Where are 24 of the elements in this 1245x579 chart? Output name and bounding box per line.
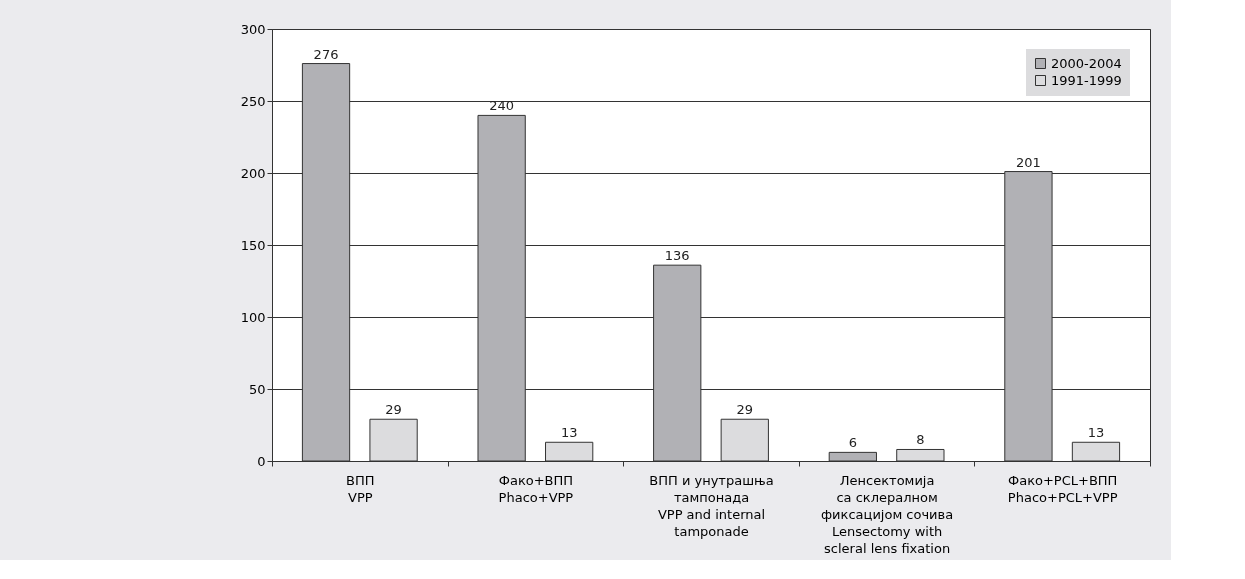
x-tick-label: ВПП и унутрашња тампонада VPP and internal tamponade (649, 472, 774, 539)
y-tick-label: 250 (240, 93, 266, 109)
y-tick-label: 100 (240, 309, 266, 325)
data-label: 6 (848, 435, 857, 451)
legend-label: 2000-2004 (1051, 55, 1122, 71)
y-tick-label: 0 (257, 453, 266, 469)
data-label: 13 (1087, 425, 1105, 441)
legend-label: 1991-1999 (1051, 72, 1122, 88)
data-label: 29 (385, 402, 402, 418)
data-label: 136 (664, 248, 690, 264)
data-label: 8 (916, 432, 925, 448)
y-tick-label: 300 (240, 21, 266, 37)
data-label: 13 (560, 425, 578, 441)
x-tick-label: ВПП VPP (346, 472, 375, 505)
data-label: 29 (736, 402, 754, 418)
x-tick-label: Ленсектомија са склералном фиксацијом сочива Lensectomy with scleral lens fixation (821, 472, 954, 556)
x-tick-label: Фако+PCL+ВПП Phaco+PCL+VPP (1007, 472, 1118, 505)
y-tick-label: 50 (248, 381, 266, 397)
data-label: 201 (1016, 154, 1041, 170)
data-label: 240 (489, 98, 515, 114)
x-tick-label: Фако+ВПП Phaco+VPP (498, 472, 574, 505)
data-label: 276 (313, 46, 339, 62)
y-tick-label: 150 (240, 237, 266, 253)
y-tick-label: 200 (240, 165, 266, 181)
